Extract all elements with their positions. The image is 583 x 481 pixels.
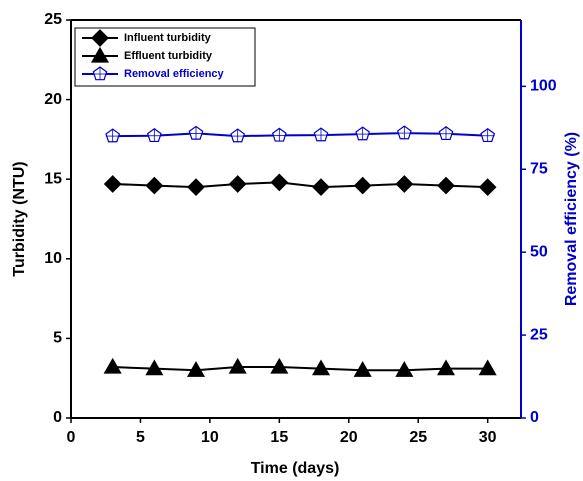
y2-tick-label: 25 [530, 326, 548, 343]
marker [437, 176, 455, 195]
y-axis-title: Turbidity (NTU) [11, 161, 28, 276]
y-tick-label: 0 [53, 409, 62, 426]
marker [145, 359, 164, 376]
marker [103, 357, 122, 374]
marker [270, 173, 289, 192]
marker [311, 359, 331, 376]
x-axis-title: Time (days) [251, 460, 340, 477]
marker [312, 178, 330, 197]
y2-tick-label: 100 [530, 78, 557, 95]
x-tick-label: 0 [67, 429, 76, 446]
series-line [112, 366, 488, 372]
marker [91, 29, 109, 47]
marker [90, 46, 110, 63]
y-tick-label: 5 [53, 330, 62, 347]
x-tick-label: 15 [270, 429, 288, 446]
marker [436, 359, 456, 376]
legend: Influent turbidity Effluent turbidity Remo… [74, 27, 256, 87]
x-tick-label: 5 [136, 429, 145, 446]
x-tick-label: 30 [479, 429, 497, 446]
series-line [112, 181, 488, 189]
marker [353, 361, 372, 377]
y2-axis-title: Removal efficiency (%) [563, 132, 580, 306]
y-tick-label: 25 [44, 11, 62, 28]
marker [395, 175, 414, 193]
marker [187, 178, 205, 197]
marker [186, 361, 206, 377]
y2-tick-label: 50 [530, 243, 548, 260]
series-line [112, 132, 488, 138]
marker [228, 175, 247, 193]
marker [228, 357, 247, 374]
marker [478, 178, 497, 197]
marker [270, 357, 289, 374]
y2-tick-label: 0 [530, 409, 539, 426]
marker [395, 361, 414, 377]
marker [478, 359, 497, 376]
y2-tick-label: 75 [530, 160, 548, 177]
legend-label: Removal efficiency [124, 68, 225, 80]
y-tick-label: 20 [44, 91, 62, 108]
marker [353, 176, 372, 195]
legend-label: Influent turbidity [124, 32, 212, 44]
legend-label: Effluent turbidity [124, 50, 213, 62]
x-tick-label: 25 [409, 429, 427, 446]
x-tick-label: 10 [201, 429, 219, 446]
x-tick-label: 20 [340, 429, 358, 446]
y-tick-label: 10 [44, 250, 62, 267]
marker [103, 175, 122, 193]
y-tick-label: 15 [44, 170, 62, 187]
marker [145, 176, 164, 195]
